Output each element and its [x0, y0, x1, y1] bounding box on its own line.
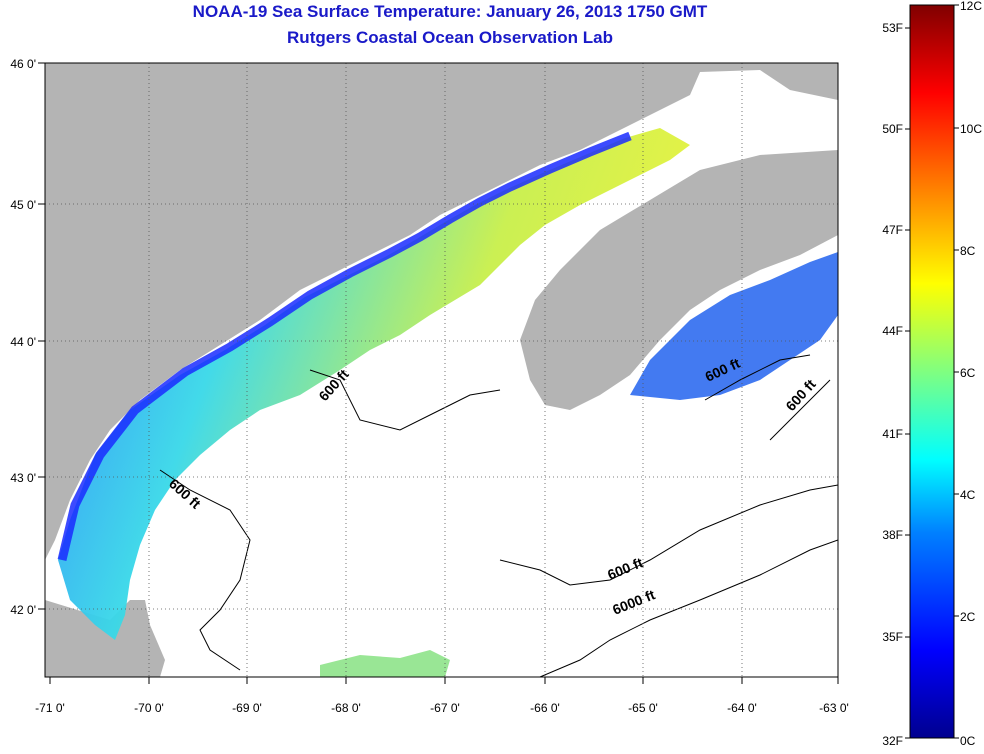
colorbar-c-label: 10C — [960, 122, 982, 136]
colorbar-f-label: 50F — [882, 122, 903, 136]
map-title: NOAA-19 Sea Surface Temperature: January… — [192, 2, 708, 21]
land-nova-scotia — [520, 150, 838, 410]
map-subtitle: Rutgers Coastal Ocean Observation Lab — [287, 28, 613, 47]
sst-offshore-patch — [320, 650, 450, 677]
colorbar-c-label: 4C — [960, 488, 976, 502]
colorbar-f-label: 53F — [882, 21, 903, 35]
colorbar-c-label: 6C — [960, 366, 976, 380]
lat-tick-label: 43 0' — [10, 471, 36, 485]
colorbar-ticks — [905, 4, 959, 739]
sst-nova-scotia — [630, 252, 838, 400]
lon-tick-label: -64 0' — [727, 701, 757, 715]
lon-tick-label: -68 0' — [331, 701, 361, 715]
land-mainland — [45, 63, 838, 560]
lat-tick-label: 46 0' — [10, 57, 36, 71]
colorbar-f-label: 38F — [882, 528, 903, 542]
lat-tick-label: 44 0' — [10, 335, 36, 349]
colorbar-c-label: 12C — [960, 0, 982, 13]
map-frame — [44, 62, 839, 678]
lon-tick-label: -71 0' — [35, 701, 65, 715]
lat-tick-label: 45 0' — [10, 198, 36, 212]
sst-coastal-band — [58, 128, 690, 640]
colorbar-c-label: 8C — [960, 244, 976, 258]
colorbar-f-label: 44F — [882, 324, 903, 338]
lon-tick-label: -70 0' — [134, 701, 164, 715]
graticule — [45, 63, 838, 677]
sst-cold-fringe — [57, 131, 632, 562]
land-south — [45, 655, 120, 677]
lon-tick-label: -66 0' — [530, 701, 560, 715]
lon-tick-label: -69 0' — [232, 701, 262, 715]
colorbar-f-label: 35F — [882, 630, 903, 644]
colorbar-f-label: 47F — [882, 223, 903, 237]
lon-tick-label: -63 0' — [819, 701, 849, 715]
lon-tick-label: -65 0' — [628, 701, 658, 715]
colorbar-f-label: 41F — [882, 427, 903, 441]
colorbar — [909, 4, 955, 739]
lon-tick-label: -67 0' — [430, 701, 460, 715]
lat-tick-label: 42 0' — [10, 603, 36, 617]
bathymetry-contours — [159, 354, 838, 677]
colorbar-f-label: 32F — [882, 734, 903, 748]
axis-ticks — [38, 62, 839, 684]
colorbar-c-label: 2C — [960, 610, 976, 624]
colorbar-c-label: 0C — [960, 734, 976, 748]
